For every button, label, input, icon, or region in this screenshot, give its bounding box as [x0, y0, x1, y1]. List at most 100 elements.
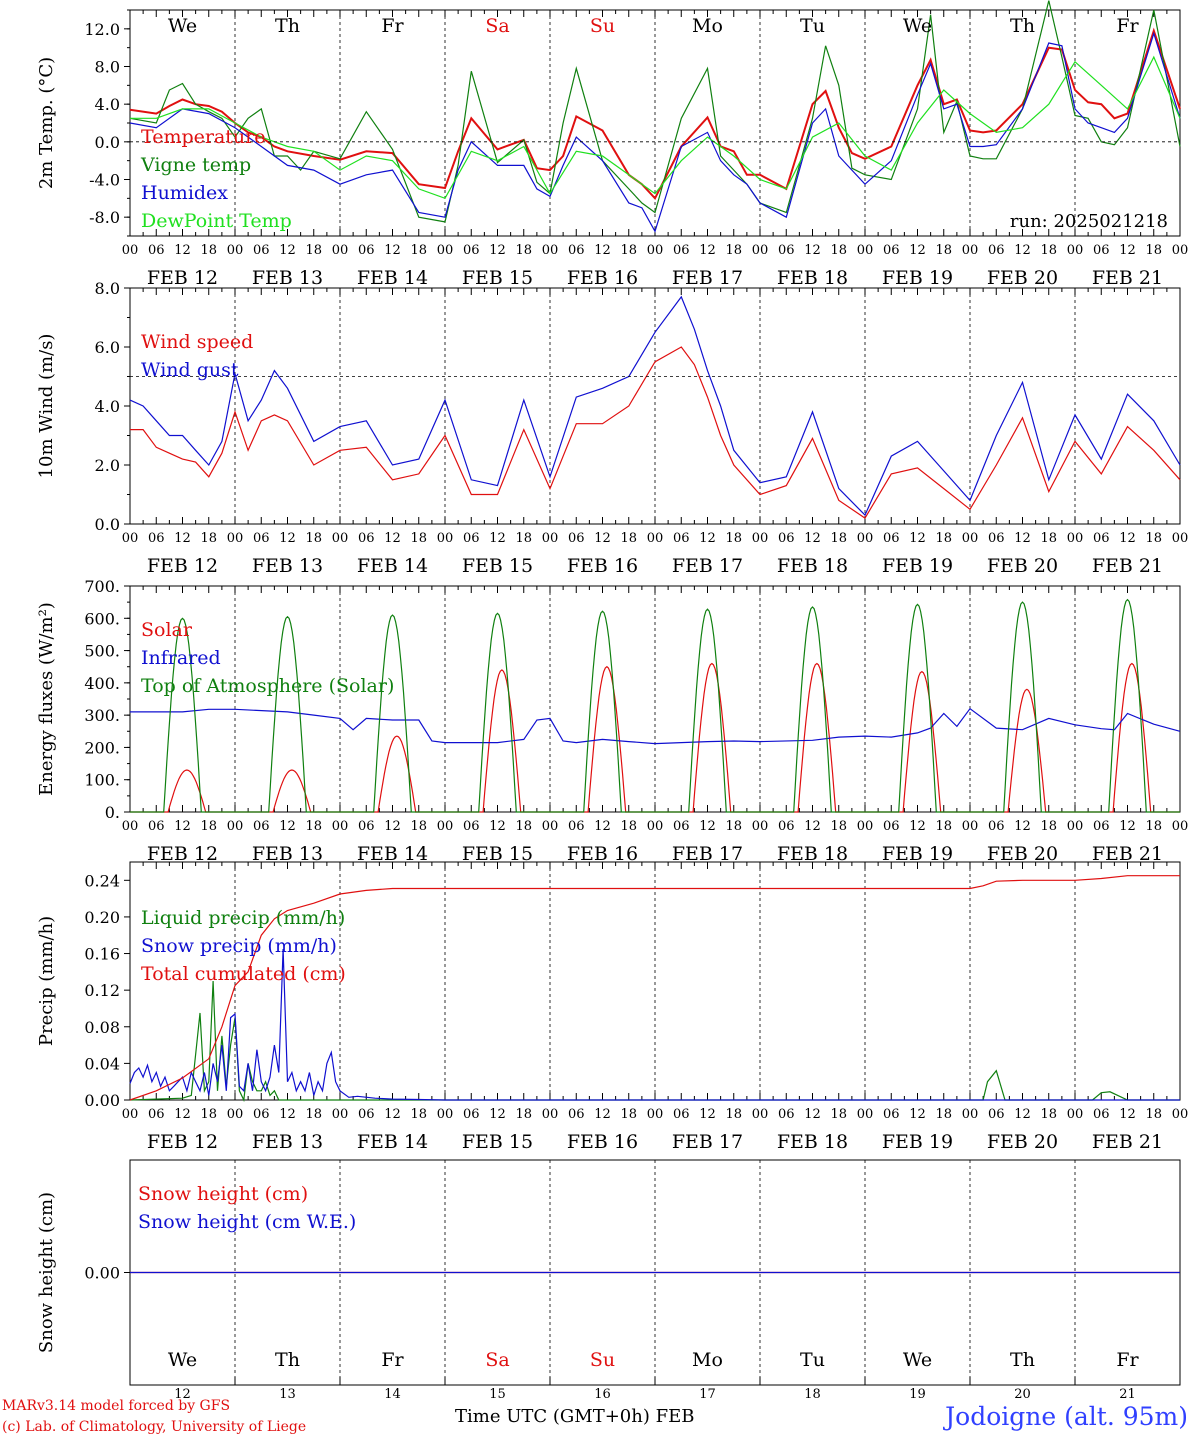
weekday-label: Mo: [692, 15, 723, 37]
hour-tick-label: 06: [463, 531, 480, 546]
hour-tick-label: 12: [804, 1107, 821, 1122]
date-label: FEB 19: [882, 843, 953, 865]
hour-tick-label: 18: [1145, 531, 1162, 546]
y-tick-label: 0.24: [84, 871, 120, 890]
day-number: 18: [804, 1387, 821, 1402]
legend-entry: Top of Atmosphere (Solar): [141, 675, 394, 697]
series-line-top-of-atmosphere-solar-: [130, 598, 1180, 813]
hour-tick-label: 00: [332, 243, 349, 258]
hour-tick-label: 06: [883, 819, 900, 834]
date-label: FEB 13: [252, 555, 323, 577]
hour-tick-label: 18: [725, 1107, 742, 1122]
hour-tick-label: 12: [1119, 1107, 1136, 1122]
hour-tick-label: 00: [542, 531, 559, 546]
hour-tick-label: 12: [489, 1107, 506, 1122]
y-axis-label: 2m Temp. (°C): [36, 57, 57, 189]
x-axis-title: Time UTC (GMT+0h) FEB: [455, 1406, 694, 1427]
hour-tick-label: 12: [909, 819, 926, 834]
run-annotation: run: 2025021218: [1010, 211, 1168, 232]
y-tick-label: 0.0: [95, 133, 120, 152]
hour-tick-label: 18: [410, 243, 427, 258]
date-label: FEB 12: [147, 555, 218, 577]
panel-3: [124, 585, 1181, 813]
hour-tick-label: 12: [1119, 819, 1136, 834]
legend-entry: DewPoint Temp: [141, 210, 292, 232]
date-label: FEB 14: [357, 555, 428, 577]
hour-tick-label: 00: [542, 819, 559, 834]
date-label: FEB 20: [987, 555, 1058, 577]
y-tick-label: 4.0: [95, 397, 120, 416]
date-label: FEB 20: [987, 1131, 1058, 1153]
y-tick-label: 600.: [84, 609, 120, 628]
weekday-label: We: [903, 15, 932, 37]
legend-entry: Infrared: [141, 647, 221, 669]
day-number: 13: [279, 1387, 296, 1402]
y-tick-label: 4.0: [95, 95, 120, 114]
weekday-label: Fr: [381, 15, 404, 37]
date-label: FEB 18: [777, 843, 848, 865]
hour-tick-label: 12: [489, 531, 506, 546]
date-label: FEB 21: [1092, 555, 1163, 577]
hour-tick-label: 12: [489, 243, 506, 258]
hour-tick-label: 12: [594, 1107, 611, 1122]
y-tick-label: 700.: [84, 577, 120, 596]
hour-tick-label: 06: [988, 531, 1005, 546]
date-label: FEB 19: [882, 1131, 953, 1153]
hour-tick-label: 12: [1014, 531, 1031, 546]
hour-tick-label: 12: [594, 531, 611, 546]
hour-tick-label: 18: [1145, 243, 1162, 258]
hour-tick-label: 06: [148, 1107, 165, 1122]
model-credit: MARv3.14 model forced by GFS: [2, 1398, 231, 1414]
day-number: 12: [174, 1387, 191, 1402]
y-tick-label: 6.0: [95, 338, 120, 357]
hour-tick-label: 18: [1040, 531, 1057, 546]
legend-entry: Liquid precip (mm/h): [141, 907, 345, 929]
y-tick-label: 12.0: [84, 20, 120, 39]
weekday-label: We: [903, 1349, 932, 1371]
hour-tick-label: 12: [1119, 243, 1136, 258]
hour-tick-label: 06: [568, 1107, 585, 1122]
weekday-label: Sa: [485, 1349, 509, 1371]
hour-tick-label: 18: [935, 1107, 952, 1122]
hour-tick-label: 12: [699, 243, 716, 258]
weekday-label: Su: [590, 15, 615, 37]
day-number: 14: [384, 1387, 401, 1402]
hour-tick-label: 18: [305, 819, 322, 834]
weekday-label: Tu: [800, 1349, 825, 1371]
hour-tick-label: 00: [647, 243, 664, 258]
hour-tick-label: 06: [568, 531, 585, 546]
date-label: FEB 17: [672, 843, 743, 865]
hour-tick-label: 18: [515, 243, 532, 258]
hour-tick-label: 18: [1040, 1107, 1057, 1122]
weekday-label: We: [168, 15, 197, 37]
hour-tick-label: 12: [804, 819, 821, 834]
hour-tick-label: 12: [909, 1107, 926, 1122]
y-tick-label: 0.16: [84, 945, 120, 964]
hour-tick-label: 00: [227, 1107, 244, 1122]
hour-tick-label: 00: [647, 531, 664, 546]
date-label: FEB 21: [1092, 843, 1163, 865]
y-tick-label: -4.0: [89, 171, 120, 190]
hour-tick-label: 06: [673, 819, 690, 834]
hour-tick-label: 00: [857, 531, 874, 546]
hour-tick-label: 18: [830, 1107, 847, 1122]
legend-entry: Snow height (cm W.E.): [138, 1211, 356, 1233]
legend-entry: Wind speed: [141, 331, 253, 353]
hour-tick-label: 12: [1014, 819, 1031, 834]
y-tick-label: 500.: [84, 642, 120, 661]
hour-tick-label: 18: [1040, 819, 1057, 834]
day-number: 15: [489, 1387, 506, 1402]
hour-tick-label: 12: [909, 243, 926, 258]
date-label: FEB 21: [1092, 1131, 1163, 1153]
date-label: FEB 14: [357, 1131, 428, 1153]
hour-tick-label: 18: [305, 1107, 322, 1122]
hour-tick-label: 00: [542, 1107, 559, 1122]
date-label: FEB 19: [882, 555, 953, 577]
hour-tick-label: 18: [200, 531, 217, 546]
hour-tick-label: 18: [515, 1107, 532, 1122]
hour-tick-label: 06: [253, 819, 270, 834]
hour-tick-label: 00: [1172, 243, 1189, 258]
date-label: FEB 15: [462, 1131, 533, 1153]
hour-tick-label: 00: [122, 1107, 139, 1122]
hour-tick-label: 18: [620, 243, 637, 258]
